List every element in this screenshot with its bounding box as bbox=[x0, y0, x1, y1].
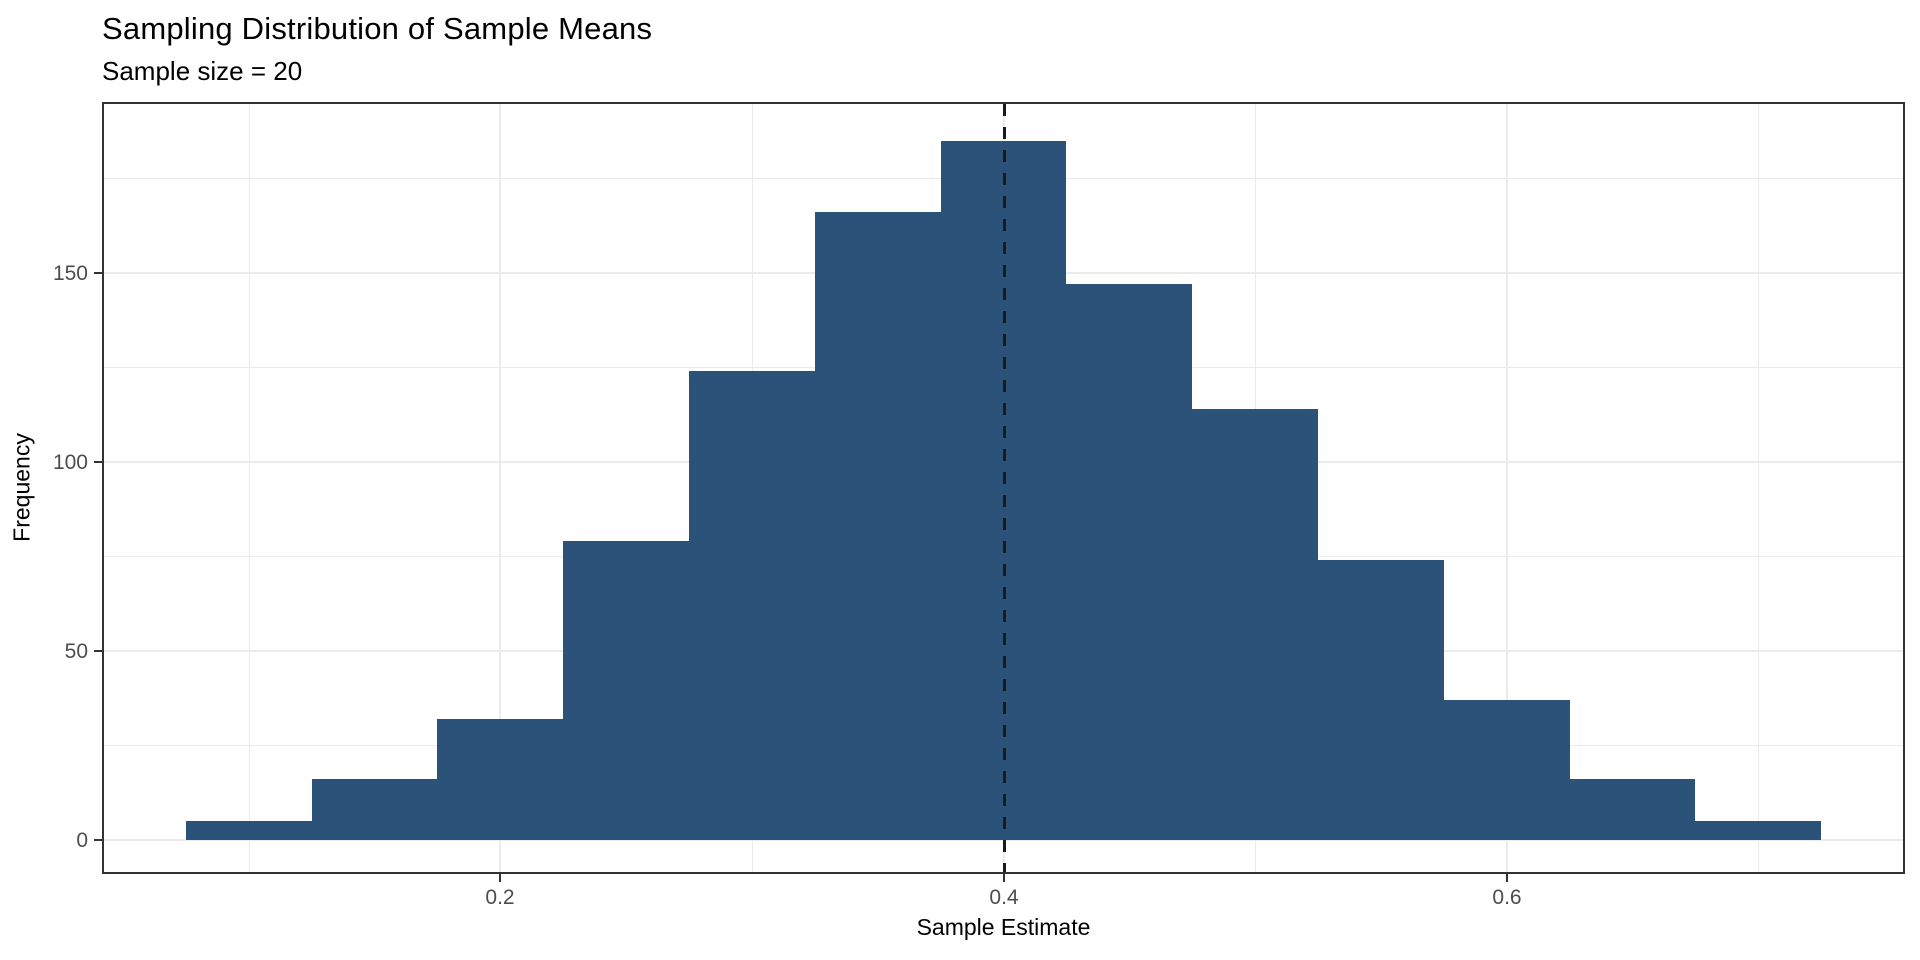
histogram-bar bbox=[1318, 560, 1444, 840]
y-tick-label: 150 bbox=[52, 262, 88, 285]
histogram-bar bbox=[1066, 284, 1192, 840]
histogram-bar bbox=[563, 541, 689, 840]
histogram-bar bbox=[437, 719, 563, 840]
x-axis-tick bbox=[1506, 874, 1508, 882]
x-major-gridline bbox=[1506, 104, 1508, 872]
histogram-bar bbox=[1192, 409, 1318, 840]
plot-subtitle: Sample size = 20 bbox=[102, 56, 303, 86]
y-axis-tick bbox=[94, 461, 102, 463]
x-major-gridline bbox=[499, 104, 501, 872]
x-tick-label: 0.6 bbox=[1492, 886, 1522, 909]
histogram-bar bbox=[1570, 779, 1695, 840]
x-axis-tick bbox=[499, 874, 501, 882]
histogram-bar bbox=[186, 821, 312, 840]
y-tick-label: 100 bbox=[52, 451, 88, 474]
histogram-bar bbox=[815, 212, 941, 840]
x-tick-label: 0.4 bbox=[989, 886, 1019, 909]
histogram-bar bbox=[689, 371, 815, 840]
x-axis-title: Sample Estimate bbox=[916, 914, 1091, 940]
x-axis-tick bbox=[1003, 874, 1005, 882]
y-axis-title: Frequency bbox=[8, 433, 35, 542]
y-axis-tick bbox=[94, 839, 102, 841]
histogram-bar bbox=[1695, 821, 1821, 840]
plot-title: Sampling Distribution of Sample Means bbox=[102, 11, 653, 46]
y-tick-label: 50 bbox=[64, 640, 88, 663]
x-minor-gridline bbox=[249, 104, 250, 872]
histogram-bar bbox=[312, 779, 437, 840]
y-axis-tick bbox=[94, 650, 102, 652]
y-axis-tick bbox=[94, 272, 102, 274]
plot-panel bbox=[102, 102, 1905, 874]
y-tick-label: 0 bbox=[76, 829, 88, 852]
x-tick-label: 0.2 bbox=[485, 886, 515, 909]
x-minor-gridline bbox=[1758, 104, 1759, 872]
mean-dashed-line bbox=[1003, 104, 1006, 872]
histogram-bar bbox=[1444, 700, 1570, 840]
